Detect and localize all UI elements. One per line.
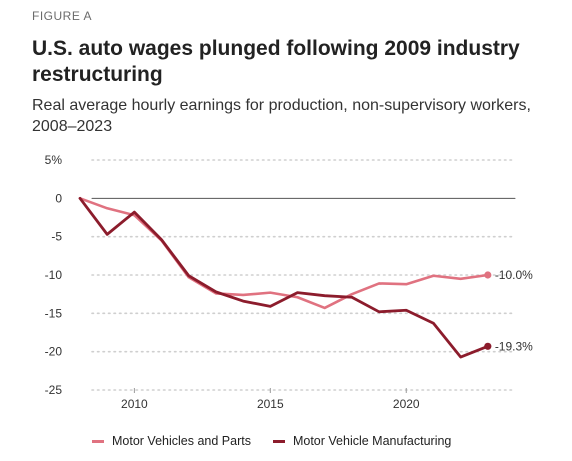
y-tick-label: -15	[45, 306, 63, 320]
legend-label-manufacturing: Motor Vehicle Manufacturing	[292, 434, 452, 448]
x-tick-label: 2020	[393, 397, 420, 411]
x-axis-ticks: 2010 2015 2020	[121, 388, 420, 411]
y-tick-label: -5	[51, 230, 62, 244]
y-tick-label: -10	[45, 268, 63, 282]
legend-item-manufacturing[interactable]: Motor Vehicle Manufacturing	[272, 434, 452, 448]
data-point	[484, 271, 492, 279]
y-tick-label: 0	[55, 191, 62, 205]
end-value-label: -19.3%	[495, 339, 533, 353]
chart-title: U.S. auto wages plunged following 2009 i…	[32, 37, 520, 86]
legend-swatch-parts	[92, 439, 104, 443]
x-tick-label: 2010	[121, 397, 148, 411]
end-value-label: -10.0%	[495, 268, 533, 282]
grid-layer	[91, 159, 516, 391]
series-layer	[78, 196, 492, 359]
y-tick-label: 5%	[45, 153, 63, 167]
legend-swatch-manufacturing	[272, 439, 285, 443]
figure-kicker: FIGURE A	[32, 9, 93, 23]
end-labels: -10.0% -19.3%	[495, 268, 533, 353]
series-line-manufacturing	[78, 196, 490, 359]
series-line-parts	[78, 197, 490, 310]
legend-item-parts[interactable]: Motor Vehicles and Parts	[92, 434, 251, 448]
y-tick-label: -25	[45, 383, 63, 397]
y-tick-label: -20	[45, 345, 63, 359]
chart-subtitle: Real average hourly earnings for product…	[32, 97, 531, 135]
data-point	[484, 342, 492, 350]
y-axis-ticks: 5% 0 -5 -10 -15 -20 -25	[45, 153, 63, 397]
x-tick-label: 2015	[257, 397, 284, 411]
legend-label-parts: Motor Vehicles and Parts	[112, 434, 251, 448]
legend: Motor Vehicles and Parts Motor Vehicle M…	[92, 434, 473, 448]
